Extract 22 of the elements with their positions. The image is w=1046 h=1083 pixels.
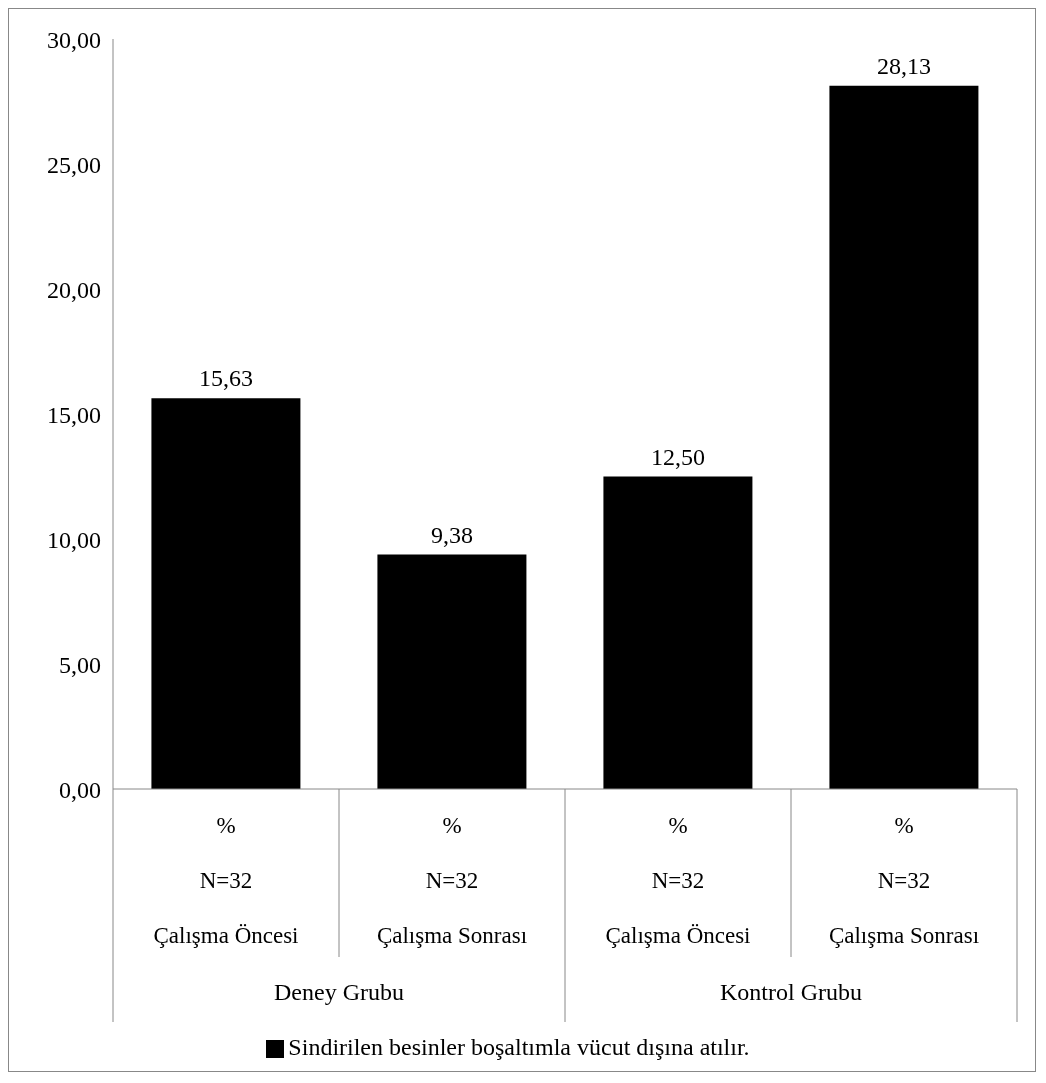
category-label: % N=32 Çalışma Sonrası bbox=[376, 813, 528, 948]
category-label: % N=32 Çalışma Öncesi bbox=[605, 813, 751, 948]
bar bbox=[377, 554, 527, 789]
bar bbox=[151, 398, 301, 789]
y-tick-label: 0,00 bbox=[59, 776, 101, 803]
bar bbox=[603, 476, 753, 789]
y-tick-label: 5,00 bbox=[59, 651, 101, 678]
y-tick-label: 30,00 bbox=[47, 26, 101, 53]
legend-label: Sindirilen besinler boşaltımla vücut dışına atılır. bbox=[288, 1034, 750, 1060]
data-label: 15,63 bbox=[198, 365, 253, 392]
bar bbox=[829, 85, 979, 789]
data-label: 9,38 bbox=[430, 521, 473, 548]
category-label: % N=32 Çalışma Öncesi bbox=[153, 813, 299, 948]
y-tick-label: 20,00 bbox=[47, 276, 101, 303]
category-label: % N=32 Çalışma Sonrası bbox=[828, 813, 980, 948]
text: Deney Grubu bbox=[274, 979, 404, 1005]
text: Kontrol Grubu bbox=[720, 979, 862, 1005]
data-label: 12,50 bbox=[650, 443, 705, 470]
y-tick-label: 25,00 bbox=[47, 151, 101, 178]
y-tick-label: 15,00 bbox=[47, 401, 101, 428]
y-tick-label: 10,00 bbox=[47, 526, 101, 553]
data-label: 28,13 bbox=[876, 52, 931, 79]
